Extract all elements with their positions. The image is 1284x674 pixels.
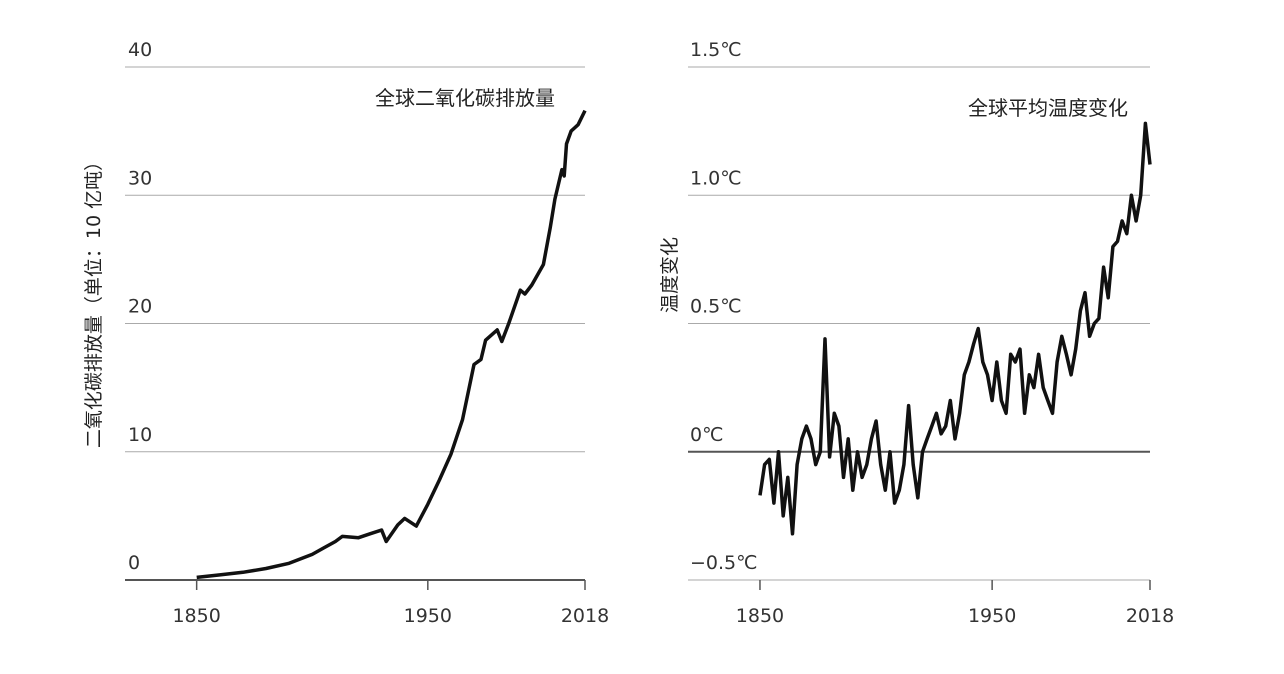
annotation: 全球平均温度变化 <box>968 96 1128 120</box>
x-tick-label: 1950 <box>968 605 1016 627</box>
y-tick-label: −0.5℃ <box>690 552 757 574</box>
y-tick-label: 10 <box>128 424 152 446</box>
y-tick-label: 40 <box>128 39 152 61</box>
x-tick-label: 1850 <box>736 605 784 627</box>
x-tick-label: 2018 <box>561 605 609 627</box>
annotation: 全球二氧化碳排放量 <box>375 86 555 110</box>
y-tick-label: 0℃ <box>690 424 723 446</box>
y-axis-title: 温度变化 <box>659 237 681 313</box>
x-tick-label: 2018 <box>1126 605 1174 627</box>
y-tick-label: 1.0℃ <box>690 167 742 189</box>
y-tick-label: 0 <box>128 552 140 574</box>
y-axis-title: 二氧化碳排放量（单位：10 亿吨） <box>83 152 105 448</box>
y-tick-label: 1.5℃ <box>690 39 742 61</box>
y-tick-label: 0.5℃ <box>690 296 742 318</box>
x-tick-label: 1850 <box>172 605 220 627</box>
data-line <box>196 109 587 580</box>
data-line <box>758 121 1152 536</box>
y-tick-label: 20 <box>128 296 152 318</box>
x-tick-label: 1950 <box>404 605 452 627</box>
y-tick-label: 30 <box>128 167 152 189</box>
